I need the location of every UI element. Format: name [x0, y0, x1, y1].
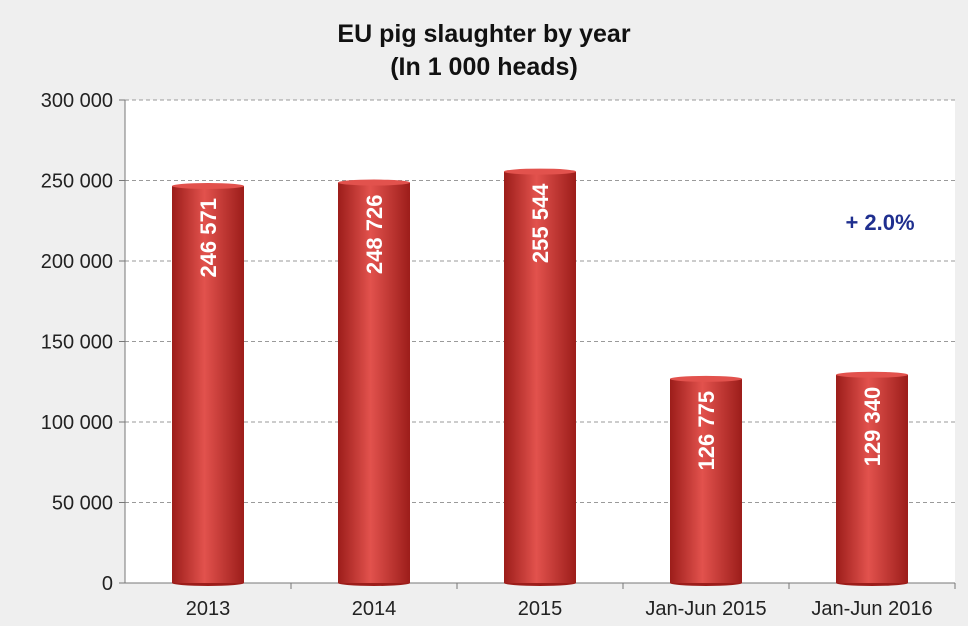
bar-top: [338, 179, 410, 186]
bar: [836, 374, 908, 583]
bar-top: [172, 183, 244, 190]
bar: [504, 171, 576, 583]
bar: [338, 182, 410, 583]
data-label: 248 726: [362, 195, 387, 275]
y-tick-label: 300 000: [41, 90, 113, 112]
y-tick-label: 50 000: [52, 493, 113, 515]
annotation-box: [810, 205, 934, 239]
bar: [670, 378, 742, 583]
data-label: 255 544: [528, 183, 553, 263]
y-tick-label: 150 000: [41, 332, 113, 354]
data-label: 126 775: [694, 391, 719, 471]
x-tick-label: Jan-Jun 2016: [811, 598, 932, 620]
bar-top: [670, 375, 742, 382]
chart-title-block: EU pig slaughter by year (In 1 000 heads…: [0, 18, 968, 84]
x-tick-label: 2013: [186, 598, 231, 620]
chart-title: EU pig slaughter by year: [337, 20, 631, 48]
bar-top: [504, 168, 576, 175]
bar: [172, 186, 244, 583]
data-label: 246 571: [196, 198, 221, 278]
y-tick-label: 200 000: [41, 251, 113, 273]
y-tick-label: 0: [102, 573, 113, 595]
y-tick-label: 250 000: [41, 171, 113, 193]
x-tick-label: Jan-Jun 2015: [645, 598, 766, 620]
data-label: 129 340: [860, 387, 885, 467]
chart-subtitle: (In 1 000 heads): [390, 53, 578, 81]
annotation-text: + 2.0%: [845, 210, 914, 235]
bar-top: [836, 371, 908, 378]
y-tick-label: 100 000: [41, 412, 113, 434]
x-tick-label: 2014: [352, 598, 397, 620]
x-tick-label: 2015: [518, 598, 563, 620]
